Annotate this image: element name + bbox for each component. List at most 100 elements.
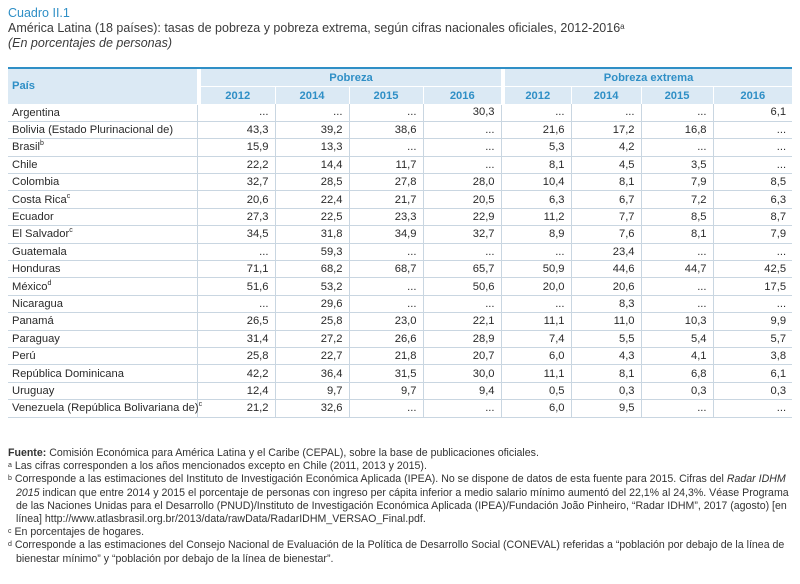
- pobreza-extrema-value-cell: 20,0: [505, 277, 572, 296]
- pobreza-value-cell: ...: [422, 399, 502, 418]
- pobreza-extrema-value-cell: ...: [712, 138, 793, 157]
- year-header: 2016: [712, 86, 793, 104]
- table-body: Argentina......... 30,3......... 6,1 Bolivi…: [8, 104, 793, 418]
- footnote-text: indican que entre 2014 y 2015 el porcent…: [16, 486, 789, 526]
- pobreza-value-cell: 11,7: [348, 156, 423, 175]
- table-row: Honduras 71,1 68,2 68,7 65,7 50,9 44,6 44,7 42,5: [8, 260, 793, 279]
- pobreza-value-cell: 14,4: [274, 156, 349, 175]
- cuadro-number: Cuadro II.1: [8, 6, 70, 20]
- group-header-row: País Pobreza Pobreza extrema: [8, 68, 793, 105]
- pobreza-value-cell: ...: [348, 243, 423, 262]
- gap-cell: [196, 121, 201, 140]
- pobreza-extrema-value-cell: ...: [640, 104, 714, 122]
- year-header-row: 2012 2014 2015 2016 2012 2014 2015 2016: [8, 86, 793, 104]
- gap-cell: [196, 347, 201, 366]
- pobreza-value-cell: 32,7: [422, 225, 502, 244]
- pobreza-value-cell: ...: [348, 295, 423, 314]
- pobreza-value-cell: 39,2: [274, 121, 349, 140]
- pobreza-extrema-value-cell: 0,3: [640, 382, 714, 401]
- pobreza-value-cell: 53,2: [274, 277, 349, 296]
- pobreza-value-cell: 28,0: [422, 173, 502, 192]
- table-row: Brasilb 15,9 13,3...... 5,3 4,2......: [8, 138, 793, 157]
- pobreza-value-cell: 26,6: [348, 330, 423, 348]
- pobreza-extrema-value-cell: 0,3: [712, 382, 793, 401]
- pobreza-value-cell: ...: [348, 399, 423, 418]
- gap-cell: [196, 156, 201, 175]
- pobreza-extrema-value-cell: 10,4: [505, 173, 572, 192]
- table-row: Uruguay 12,4 9,7 9,7 9,4 0,5 0,3 0,3 0,3: [8, 382, 793, 401]
- pobreza-value-cell: 32,6: [274, 399, 349, 418]
- country-name: Ecuador: [12, 211, 54, 224]
- pobreza-extrema-value-cell: ...: [712, 156, 793, 175]
- table-row: Guatemala... 59,3......... 23,4......: [8, 243, 793, 262]
- pobreza-extrema-value-cell: 8,1: [570, 173, 642, 192]
- pobreza-value-cell: 59,3: [274, 243, 349, 262]
- source-text: Comisión Económica para América Latina y…: [46, 447, 539, 459]
- country-name-cell: Colombia: [8, 173, 197, 192]
- footnote-mark: b: [39, 140, 44, 148]
- poverty-table: País Pobreza Pobreza extrema 2012 2014 2…: [8, 67, 793, 418]
- gap-cell: [500, 260, 506, 279]
- pobreza-extrema-value-cell: 4,3: [570, 347, 642, 366]
- pobreza-extrema-value-cell: ...: [712, 295, 793, 314]
- country-name: Bolivia (Estado Plurinacional de): [12, 124, 174, 137]
- gap-cell: [500, 225, 506, 244]
- footnote-b: b Corresponde a las estimaciones del Ins…: [8, 473, 794, 526]
- gap-cell: [196, 208, 201, 227]
- pobreza-extrema-value-cell: 7,4: [505, 330, 572, 348]
- gap-cell: [500, 208, 506, 227]
- pobreza-value-cell: ...: [422, 138, 502, 157]
- pobreza-value-cell: 31,4: [201, 330, 275, 348]
- pobreza-extrema-value-cell: 6,1: [712, 364, 793, 383]
- pobreza-extrema-value-cell: 8,5: [640, 208, 714, 227]
- pobreza-extrema-value-cell: ...: [640, 138, 714, 157]
- pobreza-value-cell: ...: [201, 104, 275, 122]
- pobreza-value-cell: 31,8: [274, 225, 349, 244]
- table-row: Ecuador 27,3 22,5 23,3 22,9 11,2 7,7 8,5 8,7: [8, 208, 793, 227]
- country-name: República Dominicana: [12, 367, 124, 380]
- gap-cell: [196, 399, 201, 418]
- country-name: Venezuela (República Bolivariana de): [12, 402, 199, 415]
- year-header: 2012: [201, 86, 275, 104]
- pobreza-extrema-value-cell: 4,5: [570, 156, 642, 175]
- country-name-cell: Nicaragua: [8, 295, 197, 314]
- gap-cell: [500, 121, 506, 140]
- gap-cell: [500, 295, 506, 314]
- pobreza-value-cell: 32,7: [201, 173, 275, 192]
- gap-cell: [196, 225, 201, 244]
- pobreza-extrema-value-cell: 16,8: [640, 121, 714, 140]
- country-name-cell: República Dominicana: [8, 364, 197, 383]
- pobreza-extrema-value-cell: 11,1: [505, 312, 572, 331]
- pobreza-extrema-value-cell: ...: [640, 295, 714, 314]
- country-name-cell: Panamá: [8, 312, 197, 331]
- footnote-mark: d: [8, 541, 12, 549]
- footnote-d: d Corresponde a las estimaciones del Con…: [8, 539, 794, 565]
- gap-cell: [196, 382, 201, 401]
- gap-cell: [500, 312, 506, 331]
- table-row: República Dominicana 42,2 36,4 31,5 30,0 11,1…: [8, 364, 793, 383]
- footnote-a: a Las cifras corresponden a los años men…: [8, 460, 794, 473]
- gap-cell: [196, 295, 201, 314]
- pobreza-extrema-value-cell: ...: [640, 399, 714, 418]
- pobreza-extrema-value-cell: 11,1: [505, 364, 572, 383]
- pobreza-value-cell: 31,5: [348, 364, 423, 383]
- table-row: Nicaragua... 29,6......... 8,3......: [8, 295, 793, 314]
- footnote-text: Las cifras corresponden a los años menci…: [14, 460, 427, 473]
- table-row: Perú 25,8 22,7 21,8 20,7 6,0 4,3 4,1 3,8: [8, 347, 793, 366]
- pobreza-value-cell: ...: [422, 121, 502, 140]
- col-header-pais: País: [8, 68, 197, 105]
- gap-cell: [196, 243, 201, 262]
- country-name-cell: Bolivia (Estado Plurinacional de): [8, 121, 197, 140]
- country-name-cell: Costa Ricac: [8, 190, 197, 209]
- footnote-mark: c: [198, 401, 203, 409]
- pobreza-value-cell: 29,6: [274, 295, 349, 314]
- gap-cell: [500, 243, 506, 262]
- pobreza-value-cell: 22,7: [274, 347, 349, 366]
- table-row: Chile 22,2 14,4 11,7... 8,1 4,5 3,5...: [8, 156, 793, 175]
- country-name: Paraguay: [12, 332, 60, 345]
- gap-cell: [500, 347, 506, 366]
- country-name-cell: Uruguay: [8, 382, 197, 401]
- pobreza-extrema-value-cell: 6,0: [505, 399, 572, 418]
- pobreza-value-cell: 12,4: [201, 382, 275, 401]
- footnote-text: Corresponde a las estimaciones del Conse…: [14, 539, 785, 565]
